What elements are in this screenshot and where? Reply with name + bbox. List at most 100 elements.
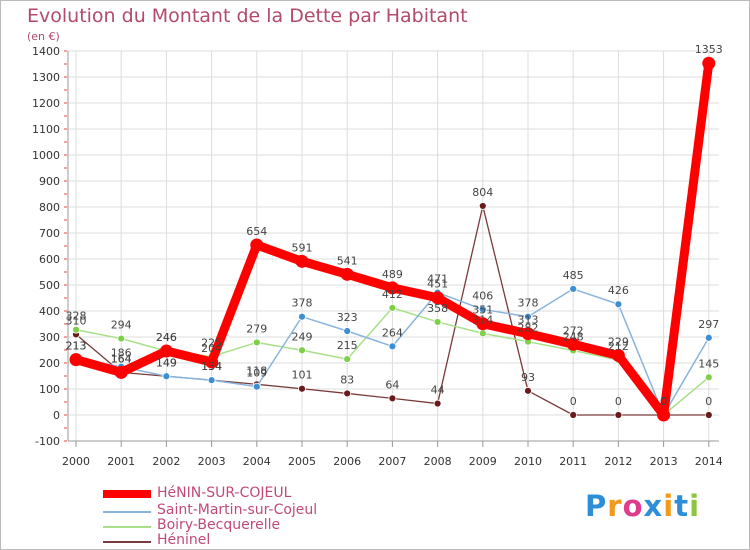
data-label: 149: [156, 356, 177, 369]
data-label: 654: [246, 225, 267, 238]
data-label: 279: [246, 322, 267, 335]
data-label: 145: [698, 357, 719, 370]
data-label: 328: [66, 310, 87, 323]
x-tick-label: 2007: [378, 455, 406, 468]
x-tick-label: 2003: [198, 455, 226, 468]
data-label: 109: [246, 367, 267, 380]
axes: [64, 50, 719, 447]
data-point: [569, 411, 578, 419]
y-tick-label: 1000: [32, 149, 60, 162]
x-tick-label: 2009: [469, 455, 497, 468]
x-tick-label: 2011: [559, 455, 587, 468]
data-point: [205, 355, 219, 369]
data-point: [433, 318, 442, 326]
data-label: 149: [156, 356, 177, 369]
y-tick-label: 200: [39, 357, 60, 370]
data-label: 134: [201, 360, 222, 373]
data-label: 313: [518, 314, 539, 327]
legend-swatch: [103, 526, 151, 528]
data-point: [611, 348, 625, 362]
data-label: 246: [156, 331, 177, 344]
y-tick-label: 600: [39, 253, 60, 266]
x-tick-label: 2014: [695, 455, 723, 468]
data-point: [388, 394, 397, 403]
legend-label: Boiry-Becquerelle: [157, 517, 281, 533]
data-label: 0: [705, 395, 712, 408]
data-label: 249: [292, 330, 313, 343]
x-tick-label: 2013: [650, 455, 678, 468]
data-label: 0: [570, 395, 577, 408]
data-label: 186: [111, 347, 132, 360]
y-tick-label: 700: [39, 227, 60, 240]
y-tick-label: -100: [35, 435, 60, 448]
data-label: 64: [385, 378, 399, 391]
legend-label: HéNIN-SUR-COJEUL: [157, 485, 292, 501]
data-label: 44: [431, 384, 445, 397]
data-label: 272: [563, 324, 584, 337]
data-label: 323: [337, 311, 358, 324]
data-label: 541: [337, 254, 358, 267]
legend-label: Héninel: [157, 532, 211, 548]
data-label: 485: [563, 269, 584, 282]
legend-swatch: [103, 541, 151, 543]
data-label: 0: [615, 395, 622, 408]
x-tick-label: 2002: [152, 455, 180, 468]
chart-unit-label: (en €): [27, 30, 60, 43]
data-point: [478, 202, 487, 210]
y-tick-label: 1200: [32, 97, 60, 110]
data-label: 310: [66, 314, 87, 327]
data-point: [298, 384, 306, 393]
data-label: 93: [521, 371, 535, 384]
data-point: [343, 389, 352, 398]
data-point: [298, 312, 306, 321]
data-point: [298, 346, 306, 355]
data-point: [252, 338, 261, 347]
logo-letter: i: [663, 489, 675, 523]
logo-letter: P: [585, 489, 608, 523]
data-label: 215: [337, 339, 358, 352]
data-label: 351: [472, 304, 493, 317]
data-point: [72, 325, 80, 334]
data-label: 804: [472, 186, 493, 199]
grid-lines: [68, 50, 719, 442]
data-label: 426: [608, 284, 629, 297]
data-label: 358: [427, 302, 448, 315]
data-point: [478, 329, 487, 338]
x-tick-label: 2006: [333, 455, 361, 468]
data-point: [343, 355, 352, 364]
data-point: [657, 408, 671, 422]
data-label: 0: [660, 395, 667, 408]
data-label: 471: [427, 273, 448, 286]
y-tick-label: 900: [39, 175, 60, 188]
data-point: [476, 317, 490, 331]
data-label: 297: [698, 318, 719, 331]
data-label: 412: [382, 288, 403, 301]
legend-label: Saint-Martin-sur-Cojeul: [157, 502, 318, 518]
y-tick-label: 300: [39, 331, 60, 344]
y-tick-label: 1300: [32, 71, 60, 84]
x-tick-label: 2012: [604, 455, 632, 468]
data-label: 213: [66, 340, 87, 353]
data-point: [704, 333, 713, 342]
data-label: 118: [246, 364, 267, 377]
data-label: 101: [292, 369, 313, 382]
y-tick-label: 500: [39, 279, 60, 292]
data-label: 406: [472, 289, 493, 302]
data-label: 0: [660, 395, 667, 408]
data-label: 248: [563, 331, 584, 344]
data-point: [388, 342, 397, 351]
data-point: [207, 376, 216, 385]
data-point: [524, 386, 532, 395]
legend-swatch: [103, 490, 151, 498]
x-tick-label: 2001: [107, 455, 135, 468]
data-point: [569, 284, 578, 293]
data-label: 314: [472, 313, 493, 326]
data-label: 489: [382, 268, 403, 281]
data-label: 212: [608, 340, 629, 353]
data-point: [614, 300, 623, 309]
data-label: 164: [111, 352, 132, 365]
data-point: [69, 353, 83, 367]
data-label: 294: [111, 319, 132, 332]
data-point: [250, 238, 264, 252]
